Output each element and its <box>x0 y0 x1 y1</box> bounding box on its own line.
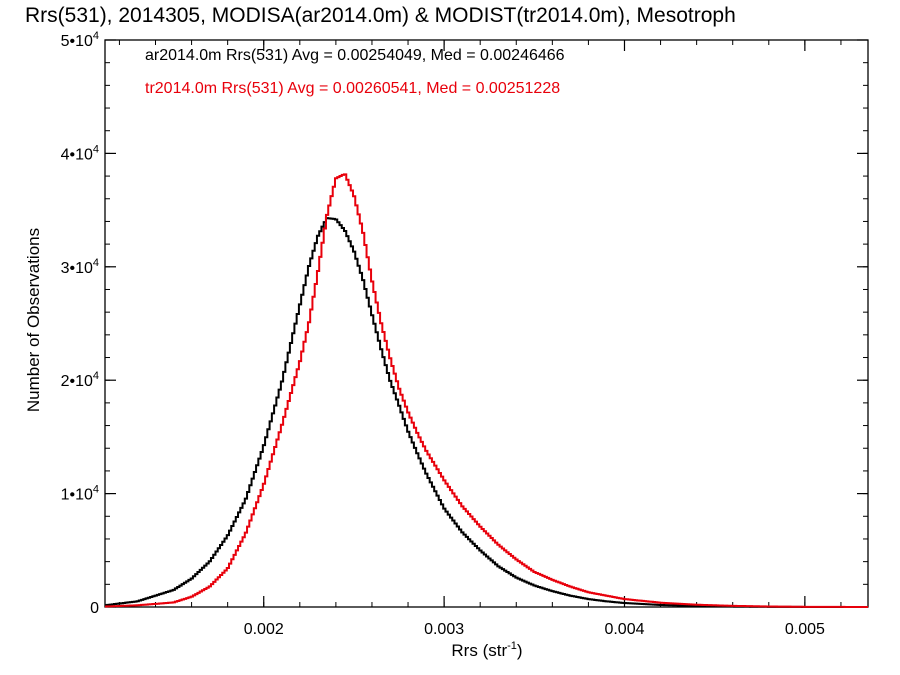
y-tick-label-text: 0 <box>90 600 99 617</box>
x-tick-label: 0.005 <box>785 621 825 638</box>
series-layer <box>105 173 869 608</box>
x-axis: 0.002 0.003 0.004 0.005 <box>118 40 842 638</box>
x-axis-label-suffix: ) <box>517 641 523 660</box>
x-tick-label: 0.004 <box>604 621 644 638</box>
y-tick-label: 4•104 <box>61 143 99 163</box>
y-tick-label-text: 3•10 <box>61 260 93 277</box>
y-tick-label: 5•104 <box>61 30 99 50</box>
series-line-0 <box>105 217 868 608</box>
series-line-1 <box>105 173 869 608</box>
y-tick-label-exponent: 4 <box>93 370 99 382</box>
y-tick-label: 0 <box>90 600 99 617</box>
x-axis-label: Rrs (str-1) <box>451 640 522 660</box>
x-axis-label-text: Rrs (str <box>451 641 507 660</box>
y-tick-label-text: 1•10 <box>61 487 93 504</box>
y-tick-label-text: 2•10 <box>61 373 93 390</box>
y-tick-label: 1•104 <box>61 484 99 504</box>
legend-entry-tr2014: tr2014.0m Rrs(531) Avg = 0.00260541, Med… <box>145 80 560 97</box>
y-tick-label-text: 5•10 <box>61 33 93 50</box>
y-tick-label: 2•104 <box>61 370 99 390</box>
plot-frame <box>104 39 869 608</box>
y-tick-label-exponent: 4 <box>93 143 99 155</box>
y-tick-label-exponent: 4 <box>93 30 99 42</box>
x-axis-label-superscript: -1 <box>507 640 517 652</box>
y-axis-label: Number of Observations <box>24 228 43 412</box>
y-tick-label: 3•104 <box>61 257 99 277</box>
plot-border <box>104 39 869 608</box>
y-tick-label-exponent: 4 <box>93 484 99 496</box>
legend-entry-ar2014: ar2014.0m Rrs(531) Avg = 0.00254049, Med… <box>145 47 565 64</box>
y-tick-label-exponent: 4 <box>93 257 99 269</box>
x-tick-label: 0.003 <box>424 621 464 638</box>
x-tick-label: 0.002 <box>244 621 284 638</box>
y-tick-label-text: 4•10 <box>61 146 93 163</box>
chart-title: Rrs(531), 2014305, MODISA(ar2014.0m) & M… <box>25 4 736 27</box>
